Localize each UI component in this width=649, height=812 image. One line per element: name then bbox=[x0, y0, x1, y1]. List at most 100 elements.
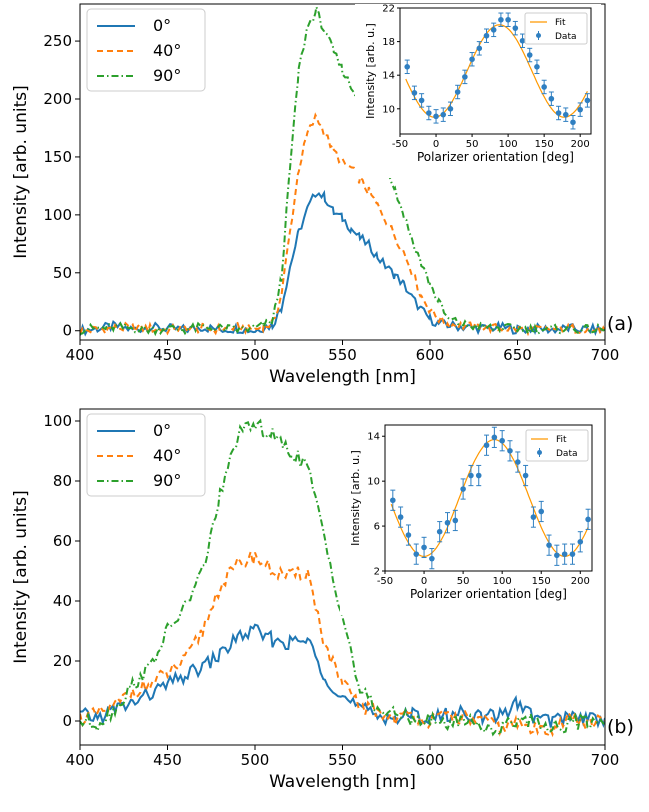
inset-data-point bbox=[433, 113, 439, 120]
inset-data-point bbox=[444, 519, 451, 526]
inset-legend-data-label: Data bbox=[555, 32, 577, 42]
x-tick-label: 450 bbox=[153, 346, 182, 364]
inset-legend-data-label: Data bbox=[556, 449, 578, 459]
inset-data-point bbox=[452, 517, 459, 524]
inset-frame bbox=[384, 424, 593, 572]
panel-a: 400 450 500 550 600 650 700050100150200250Wave… bbox=[11, 3, 633, 387]
inset-data-point bbox=[522, 472, 529, 479]
y-tick-label: 200 bbox=[43, 90, 72, 108]
x-tick-label: 500 bbox=[241, 346, 270, 364]
inset-data-point bbox=[429, 555, 435, 562]
inset-data-point bbox=[530, 514, 537, 520]
inset-y-tick-label: 10 bbox=[367, 477, 380, 488]
legend-label: 90° bbox=[153, 66, 181, 85]
legend-label: 40° bbox=[153, 41, 181, 60]
inset-data-point bbox=[460, 486, 466, 492]
y-tick-label: 0 bbox=[62, 322, 72, 340]
inset-data-point bbox=[555, 110, 562, 116]
inset-data-point bbox=[498, 16, 504, 23]
inset-data-point bbox=[548, 95, 555, 102]
inset-data-point bbox=[440, 111, 447, 118]
inset-x-tick-label: 200 bbox=[571, 576, 590, 587]
inset-y-tick-label: 2 bbox=[374, 567, 380, 578]
legend-box bbox=[86, 8, 206, 92]
inset-data-point bbox=[499, 437, 505, 444]
inset-legend-fit-label: Fit bbox=[555, 18, 566, 28]
inset-x-tick-label: 100 bbox=[499, 139, 518, 150]
y-axis-label: Intensity [arb. units] bbox=[11, 490, 31, 663]
inset-data-point bbox=[411, 90, 418, 96]
series-line-2 bbox=[80, 418, 605, 738]
inset-data-point bbox=[569, 551, 576, 557]
inset-data-point bbox=[405, 532, 412, 538]
inset-data-point bbox=[462, 74, 468, 80]
inset-x-tick-label: 0 bbox=[433, 139, 439, 150]
inset-x-tick-label: 200 bbox=[571, 139, 590, 150]
inset-data-point bbox=[541, 84, 547, 90]
x-tick-label: 450 bbox=[153, 751, 182, 769]
inset-legend-fit-label: Fit bbox=[556, 435, 567, 445]
inset-data-point bbox=[483, 442, 490, 449]
inset-data-point bbox=[418, 97, 425, 104]
inset-data-point bbox=[476, 45, 483, 52]
x-tick-label: 550 bbox=[328, 346, 357, 364]
inset-x-axis-label: Polarizer orientation [deg] bbox=[410, 587, 567, 601]
legend-label: 0° bbox=[153, 16, 171, 35]
y-tick-label: 100 bbox=[43, 412, 72, 430]
y-tick-label: 100 bbox=[43, 206, 72, 224]
inset-data-point bbox=[519, 37, 526, 44]
inset-data-point bbox=[397, 514, 404, 520]
inset-data-point bbox=[454, 89, 461, 95]
y-tick-label: 250 bbox=[43, 32, 72, 50]
inset-data-point bbox=[507, 448, 513, 454]
inset-x-tick-label: 150 bbox=[535, 139, 554, 150]
inset-data-point bbox=[426, 110, 432, 116]
legend-label: 90° bbox=[153, 471, 181, 490]
x-tick-label: 700 bbox=[591, 751, 620, 769]
inset-data-point bbox=[512, 25, 519, 31]
inset-frame bbox=[399, 7, 592, 135]
y-tick-label: 60 bbox=[53, 532, 72, 550]
y-tick-label: 150 bbox=[43, 148, 72, 166]
legend-box bbox=[86, 413, 206, 497]
x-tick-label: 500 bbox=[241, 751, 270, 769]
y-tick-label: 40 bbox=[53, 592, 72, 610]
inset-data-point bbox=[585, 516, 591, 523]
inset-legend-data-swatch bbox=[536, 33, 541, 38]
inset-y-axis-label: Intensity [arb. u.] bbox=[364, 23, 377, 119]
inset-data-point bbox=[469, 56, 475, 63]
x-tick-label: 400 bbox=[66, 751, 95, 769]
series-line-0 bbox=[80, 623, 605, 729]
y-tick-label: 50 bbox=[53, 264, 72, 282]
x-tick-label: 650 bbox=[503, 346, 532, 364]
inset-data-point bbox=[562, 111, 569, 118]
inset-data-point bbox=[570, 119, 576, 126]
panel-b: 400 450 500 550 600 650 700020406080100Wavelen… bbox=[11, 408, 634, 792]
inset-x-tick-label: -50 bbox=[392, 139, 408, 150]
inset-data-point bbox=[538, 508, 545, 515]
y-tick-label: 80 bbox=[53, 472, 72, 490]
inset-y-tick-label: 18 bbox=[382, 37, 395, 48]
inset-data-point bbox=[584, 97, 591, 104]
inset-x-tick-label: 50 bbox=[457, 576, 470, 587]
series-line-1 bbox=[80, 548, 605, 738]
inset-data-point bbox=[534, 64, 540, 70]
inset-data-point bbox=[421, 544, 427, 551]
x-tick-label: 400 bbox=[66, 346, 95, 364]
inset-x-tick-label: -50 bbox=[377, 576, 393, 587]
inset-x-tick-label: 100 bbox=[493, 576, 512, 587]
inset-data-point bbox=[561, 551, 568, 557]
inset-x-tick-label: 150 bbox=[532, 576, 551, 587]
x-tick-label: 600 bbox=[416, 346, 445, 364]
inset-data-point bbox=[526, 52, 533, 58]
x-tick-label: 650 bbox=[503, 751, 532, 769]
inset-data-point bbox=[554, 552, 560, 559]
inset-data-point bbox=[447, 106, 454, 112]
inset-y-tick-label: 22 bbox=[382, 4, 395, 15]
y-tick-label: 0 bbox=[62, 712, 72, 730]
inset-data-point bbox=[505, 16, 511, 23]
inset-y-tick-label: 14 bbox=[382, 71, 395, 82]
inset-y-tick-label: 10 bbox=[382, 104, 395, 115]
x-axis-label: Wavelength [nm] bbox=[269, 367, 416, 387]
